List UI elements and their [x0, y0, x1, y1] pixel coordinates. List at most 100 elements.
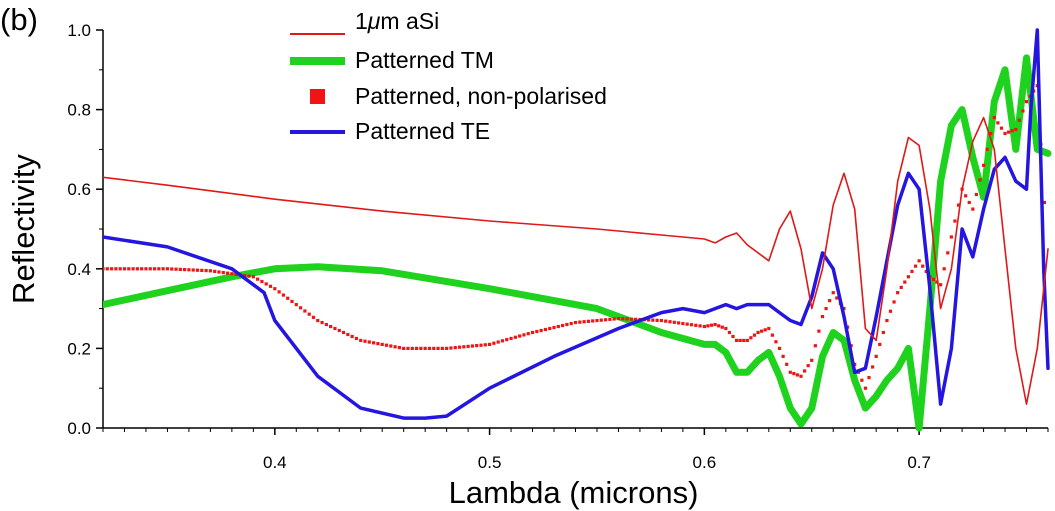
nonpolarised-marker — [341, 330, 346, 335]
nonpolarised-marker — [974, 192, 979, 197]
nonpolarised-marker — [157, 267, 161, 271]
nonpolarised-marker — [268, 284, 273, 288]
nonpolarised-marker — [526, 332, 530, 336]
series-0 — [103, 116, 1049, 405]
nonpolarised-marker — [942, 267, 946, 271]
nonpolarised-marker — [616, 316, 621, 321]
nonpolarised-marker — [949, 235, 953, 239]
nonpolarised-marker — [756, 330, 760, 335]
nonpolarised-marker — [505, 338, 509, 342]
nonpolarised-marker — [251, 275, 255, 279]
nonpolarised-marker — [742, 338, 746, 343]
nonpolarised-marker — [828, 299, 832, 303]
nonpolarised-marker — [217, 270, 221, 274]
nonpolarised-marker — [713, 322, 717, 327]
nonpolarised-marker — [234, 272, 238, 276]
nonpolarised-marker — [500, 339, 505, 343]
nonpolarised-marker — [221, 270, 225, 275]
nonpolarised-marker — [393, 345, 397, 349]
x-tick-label: 0.7 — [907, 453, 931, 472]
nonpolarised-marker — [114, 267, 118, 271]
nonpolarised-marker — [646, 318, 651, 322]
legend-swatch-asi — [290, 33, 345, 35]
nonpolarised-marker — [867, 375, 871, 380]
nonpolarised-marker — [655, 318, 659, 322]
series-layer — [103, 28, 1052, 432]
nonpolarised-marker — [1021, 109, 1025, 113]
nonpolarised-marker — [595, 318, 599, 323]
nonpolarised-marker — [749, 336, 753, 340]
nonpolarised-marker — [187, 268, 191, 272]
nonpolarised-marker — [148, 267, 152, 271]
nonpolarised-marker — [320, 320, 324, 325]
legend-swatch-te — [290, 130, 345, 134]
nonpolarised-marker — [760, 329, 764, 333]
nonpolarised-marker — [659, 318, 664, 323]
nonpolarised-marker — [792, 372, 796, 376]
nonpolarised-marker — [122, 267, 127, 271]
legend-label-nonpol: Patterned, non-polarised — [355, 83, 607, 109]
series-2 — [103, 84, 1047, 390]
nonpolarised-marker — [466, 344, 470, 349]
nonpolarised-marker — [548, 326, 552, 331]
legend-swatch-tm — [290, 57, 345, 65]
nonpolarised-marker — [981, 163, 986, 167]
nonpolarised-marker — [709, 323, 714, 327]
nonpolarised-marker — [518, 334, 522, 338]
nonpolarised-marker — [406, 346, 410, 350]
legend-swatch-nonpol — [310, 89, 325, 104]
panel-label: (b) — [0, 2, 38, 37]
nonpolarised-marker — [539, 328, 543, 333]
nonpolarised-marker — [1028, 94, 1032, 98]
nonpolarised-marker — [1014, 127, 1018, 132]
legend-label-asi: 1μm aSi — [355, 8, 439, 35]
nonpolarised-marker — [298, 306, 303, 310]
nonpolarised-marker — [603, 318, 608, 322]
nonpolarised-marker — [625, 317, 629, 321]
nonpolarised-marker — [260, 279, 264, 284]
nonpolarised-marker — [144, 267, 148, 271]
nonpolarised-marker — [131, 267, 135, 271]
nonpolarised-marker — [376, 342, 380, 346]
nonpolarised-marker — [402, 346, 406, 350]
legend-label-te: Patterned TE — [355, 118, 491, 144]
y-tick-label: 0.2 — [67, 339, 91, 358]
nonpolarised-marker — [612, 317, 616, 321]
nonpolarised-marker — [799, 374, 803, 378]
nonpolarised-marker — [256, 277, 260, 281]
legend-asi-suffix: m aSi — [380, 8, 440, 34]
series-1 — [103, 54, 1052, 432]
nonpolarised-marker — [989, 131, 993, 136]
nonpolarised-marker — [892, 300, 896, 304]
nonpolarised-marker — [294, 303, 298, 307]
nonpolarised-marker — [694, 323, 698, 327]
nonpolarised-marker — [200, 268, 204, 272]
nonpolarised-marker — [777, 346, 782, 350]
nonpolarised-marker — [664, 319, 668, 323]
axes: 0.0 0.2 0.4 0.6 0.8 1.0 0.4 0.5 0.6 0.7 Lambda (mi… — [6, 21, 1049, 510]
nonpolarised-marker — [899, 285, 903, 289]
nonpolarised-marker — [419, 346, 423, 350]
nonpolarised-marker — [273, 287, 277, 291]
nonpolarised-marker — [470, 344, 475, 348]
nonpolarised-marker — [967, 200, 971, 205]
series-line-1 — [103, 54, 1052, 432]
nonpolarised-marker — [999, 126, 1004, 130]
nonpolarised-marker — [290, 299, 294, 304]
nonpolarised-marker — [475, 344, 479, 348]
nonpolarised-marker — [354, 336, 359, 341]
nonpolarised-marker — [565, 322, 569, 327]
nonpolarised-marker — [170, 267, 174, 271]
y-tick-label: 0.4 — [67, 260, 91, 279]
nonpolarised-marker — [346, 332, 350, 337]
nonpolarised-marker — [672, 320, 676, 324]
legend-asi-prefix: 1 — [355, 8, 368, 34]
nonpolarised-marker — [835, 296, 839, 300]
nonpolarised-marker — [543, 327, 548, 332]
nonpolarised-marker — [629, 317, 633, 321]
series-line-3 — [103, 28, 1050, 420]
nonpolarised-marker — [389, 344, 393, 348]
nonpolarised-marker — [831, 291, 835, 295]
nonpolarised-marker — [183, 267, 187, 272]
nonpolarised-marker — [367, 340, 371, 344]
